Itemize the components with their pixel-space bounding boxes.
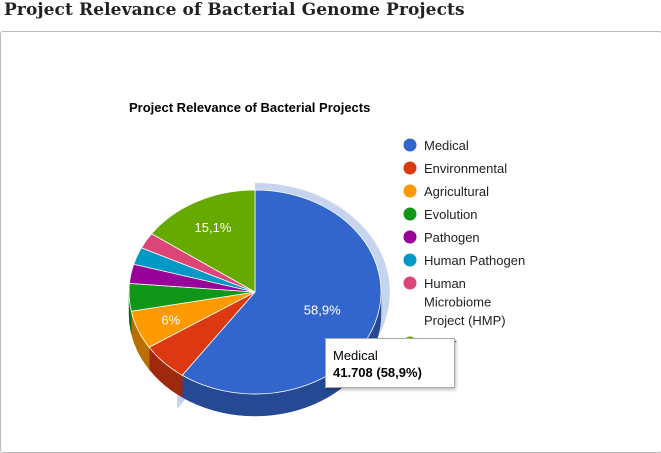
chart-title: Project Relevance of Bacterial Projects bbox=[129, 100, 370, 115]
legend-label-1: Environmental bbox=[424, 161, 507, 176]
legend-marker-3 bbox=[403, 207, 417, 221]
slice-label-agricultural: 6% bbox=[161, 312, 180, 327]
slice-tooltip: Medical 41.708 (58,9%) bbox=[325, 338, 455, 388]
tooltip-name: Medical bbox=[333, 348, 378, 363]
legend-marker-5 bbox=[403, 253, 417, 267]
legend-label-3: Evolution bbox=[424, 207, 477, 222]
slice-label-medical: 58,9% bbox=[304, 302, 341, 317]
legend-label-6-line-2: Project (HMP) bbox=[424, 313, 506, 328]
legend-label-0: Medical bbox=[424, 138, 469, 153]
legend-label-2: Agricultural bbox=[424, 184, 489, 199]
page-title: Project Relevance of Bacterial Genome Pr… bbox=[4, 0, 465, 20]
legend-label-6-line-1: Microbiome bbox=[424, 295, 491, 310]
slice-other[interactable] bbox=[150, 189, 256, 293]
legend-marker-0 bbox=[403, 138, 417, 152]
legend-label-6-line-0: Human bbox=[424, 276, 466, 291]
legend-label-5: Human Pathogen bbox=[424, 253, 525, 268]
slice-label-other: 15,1% bbox=[195, 220, 232, 235]
legend-marker-6 bbox=[403, 276, 417, 290]
legend-label-4: Pathogen bbox=[424, 230, 480, 245]
legend-marker-2 bbox=[403, 184, 417, 198]
legend-marker-1 bbox=[403, 161, 417, 175]
tooltip-value: 41.708 (58,9%) bbox=[333, 365, 422, 380]
legend-marker-4 bbox=[403, 230, 417, 244]
